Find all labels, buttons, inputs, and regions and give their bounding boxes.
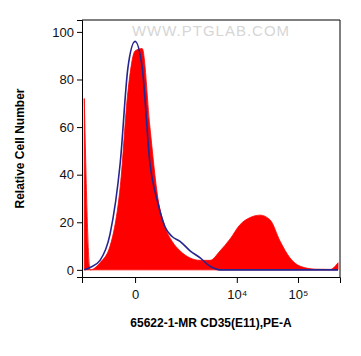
y-tick-mark xyxy=(77,270,82,271)
y-tick: 40 xyxy=(60,167,82,182)
histogram-line xyxy=(84,41,338,269)
y-tick-label: 100 xyxy=(52,25,74,40)
x-tick-mark xyxy=(298,277,299,283)
y-tick: 60 xyxy=(60,120,82,135)
histogram-area xyxy=(84,49,338,270)
y-tick-mark xyxy=(77,175,82,176)
y-tick-label: 0 xyxy=(67,263,74,278)
x-tick: 0 xyxy=(132,277,139,302)
y-tick: 20 xyxy=(60,215,82,230)
plot-area xyxy=(84,41,338,269)
y-tick-label: 20 xyxy=(60,215,74,230)
y-axis-title: Relative Cell Number xyxy=(13,88,27,208)
y-tick-mark xyxy=(77,32,82,33)
x-tick-mark xyxy=(237,277,238,283)
chart: WWW.PTGLAB.COM 0 10⁴ 10⁵ 0 20 40 60 80 100 65622-1… xyxy=(0,0,361,356)
x-tick-label: 10⁵ xyxy=(289,287,309,302)
y-tick-label: 40 xyxy=(60,167,74,182)
y-tick-label: 60 xyxy=(60,120,74,135)
frame xyxy=(340,20,341,277)
x-tick-label: 0 xyxy=(132,287,139,302)
x-tick: 10⁴ xyxy=(227,277,247,302)
x-tick-label: 10⁴ xyxy=(227,287,247,302)
x-tick-mark xyxy=(135,277,136,283)
x-axis-title: 65622-1-MR CD35(E11),PE-A xyxy=(130,316,292,330)
y-tick-mark xyxy=(77,222,82,223)
watermark: WWW.PTGLAB.COM xyxy=(132,22,290,39)
frame xyxy=(82,20,340,21)
y-tick-mark xyxy=(77,127,82,128)
x-tick: 10⁵ xyxy=(289,277,309,302)
y-tick: 100 xyxy=(52,25,82,40)
y-axis-line xyxy=(77,21,83,278)
y-tick-label: 80 xyxy=(60,72,74,87)
x-axis: 0 10⁴ 10⁵ xyxy=(83,277,341,302)
y-axis: 0 20 40 60 80 100 xyxy=(52,21,82,278)
y-tick: 80 xyxy=(60,72,82,87)
x-axis-line xyxy=(83,278,341,284)
y-tick: 0 xyxy=(67,263,82,278)
y-tick-mark xyxy=(77,79,82,80)
